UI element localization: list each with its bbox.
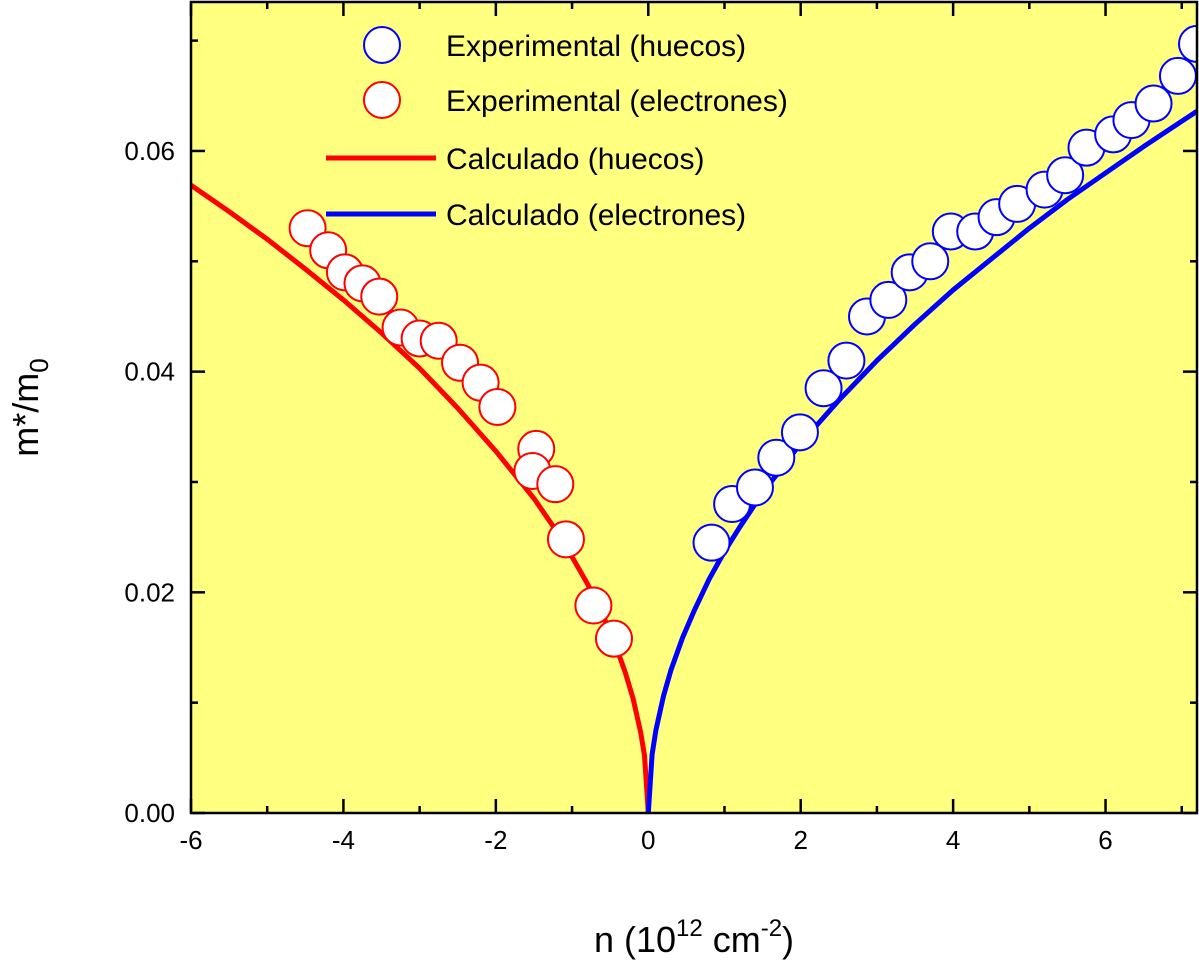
data-point	[735, 468, 774, 507]
data-point	[594, 619, 633, 658]
data-point	[827, 341, 866, 380]
data-point	[1178, 24, 1197, 63]
data-point	[360, 277, 399, 316]
x-tick-label: 2	[793, 825, 807, 855]
y-tick-label: 0.04	[124, 357, 175, 387]
series-markers	[288, 24, 1197, 658]
y-axis-title-main: m*/m	[5, 373, 46, 457]
data-point	[546, 520, 585, 559]
data-point	[911, 242, 950, 281]
legend-marker	[363, 81, 401, 119]
legend-marker	[363, 26, 401, 64]
y-tick-label: 0.06	[124, 136, 175, 166]
data-point	[692, 523, 731, 562]
x-tick-label: 0	[641, 825, 655, 855]
data-point	[804, 369, 843, 408]
data-point	[757, 438, 796, 477]
legend-label: Calculado (electrones)	[446, 199, 746, 232]
y-tick-label: 0.02	[124, 577, 175, 607]
series-line	[191, 183, 651, 813]
legend-label: Calculado (huecos)	[446, 143, 704, 176]
x-tick-label: -6	[179, 825, 202, 855]
data-point	[478, 387, 517, 426]
x-axis-title-pre: n (10	[594, 919, 676, 960]
data-point	[536, 465, 575, 504]
x-tick-label: -2	[484, 825, 507, 855]
y-axis-title-sub: 0	[24, 358, 54, 372]
x-axis-title: n (1012 cm-2)	[594, 915, 794, 960]
x-axis-title-mid: cm	[703, 919, 761, 960]
plot-area	[191, 2, 1197, 813]
tick-labels: -6 -4 -2 0 2 4 6 0.00 0.02 0.04 0.06	[124, 136, 1112, 855]
legend-label: Experimental (electrones)	[446, 85, 788, 118]
x-tick-label: 4	[946, 825, 960, 855]
data-point	[1046, 156, 1085, 195]
legend: Experimental (huecos) Experimental (elect…	[326, 26, 788, 232]
data-point	[1158, 56, 1197, 95]
x-axis-title-exp1: 12	[676, 915, 703, 942]
y-axis-title: m*/m0	[5, 358, 54, 456]
x-tick-label: -4	[332, 825, 355, 855]
data-point	[1134, 84, 1173, 123]
x-tick-label: 6	[1098, 825, 1112, 855]
plot-frame	[189, 0, 1199, 815]
x-axis-title-exp2: -2	[761, 915, 782, 942]
data-point	[869, 280, 908, 319]
data-point	[574, 586, 613, 625]
y-tick-label: 0.00	[124, 798, 175, 828]
x-axis-title-post: )	[782, 919, 794, 960]
data-point	[780, 413, 819, 452]
legend-label: Experimental (huecos)	[446, 30, 746, 63]
